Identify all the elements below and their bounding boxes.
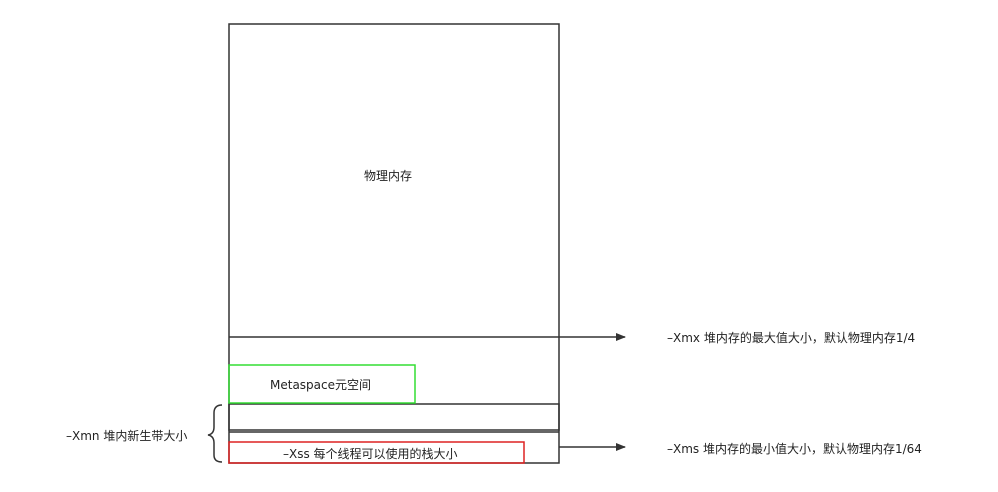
xmn-label: –Xmn 堆内新生带大小 [66,429,188,443]
xmn-brace [207,404,223,463]
metaspace-box [228,364,416,404]
xms-label: –Xms 堆内存的最小值大小，默认物理内存1/64 [667,442,922,456]
physical-memory-label: 物理内存 [364,169,413,183]
xss-box [228,441,525,464]
metaspace-label: Metaspace元空间 [270,378,371,392]
xmx-label: –Xmx 堆内存的最大值大小，默认物理内存1/4 [667,331,916,345]
physical-memory-box [228,23,560,464]
xss-label: –Xss 每个线程可以使用的栈大小 [283,447,458,461]
young-gen-box [228,403,560,431]
